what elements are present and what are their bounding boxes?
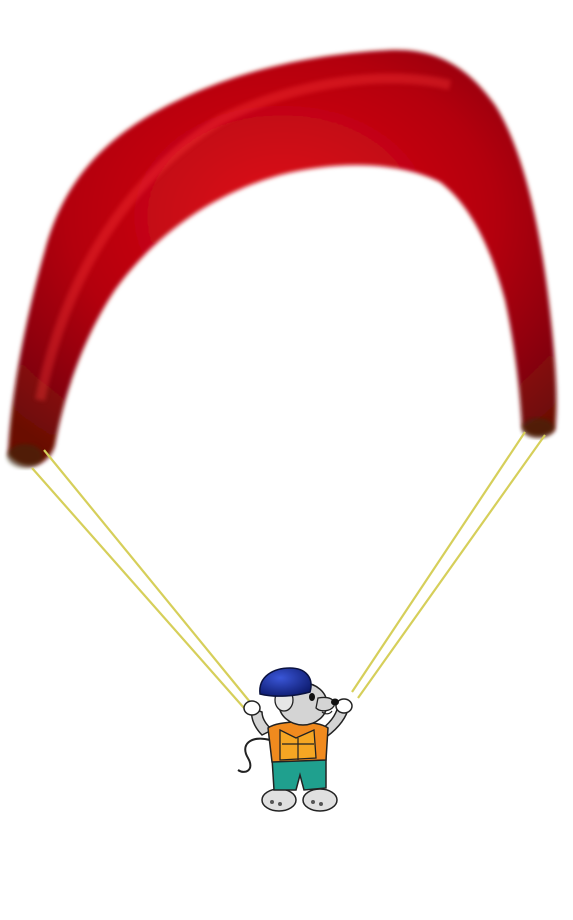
helmet-icon [259,667,312,697]
canopy [7,49,557,468]
left-line-inner [43,449,251,703]
mouse-right-foot [302,788,338,812]
mouse-tail [237,737,271,773]
mouse-nose [331,698,339,706]
canopy-body [8,49,557,466]
mouse-left-foot [261,788,297,812]
canopy-right-tip [522,418,554,438]
mouse-snout [315,696,336,712]
mouse-right-hand [335,698,353,714]
mouse-pilot [237,667,353,812]
right-line-inner [357,434,546,699]
canopy-highlight [35,73,452,401]
right-line-outer [351,431,526,693]
left-line-outer [31,467,245,709]
suspension-lines [31,431,546,709]
mouse-left-hand [243,700,261,716]
mouse-shorts [271,755,327,791]
canopy-left-tip [7,444,43,468]
mouse-eye [309,693,315,701]
